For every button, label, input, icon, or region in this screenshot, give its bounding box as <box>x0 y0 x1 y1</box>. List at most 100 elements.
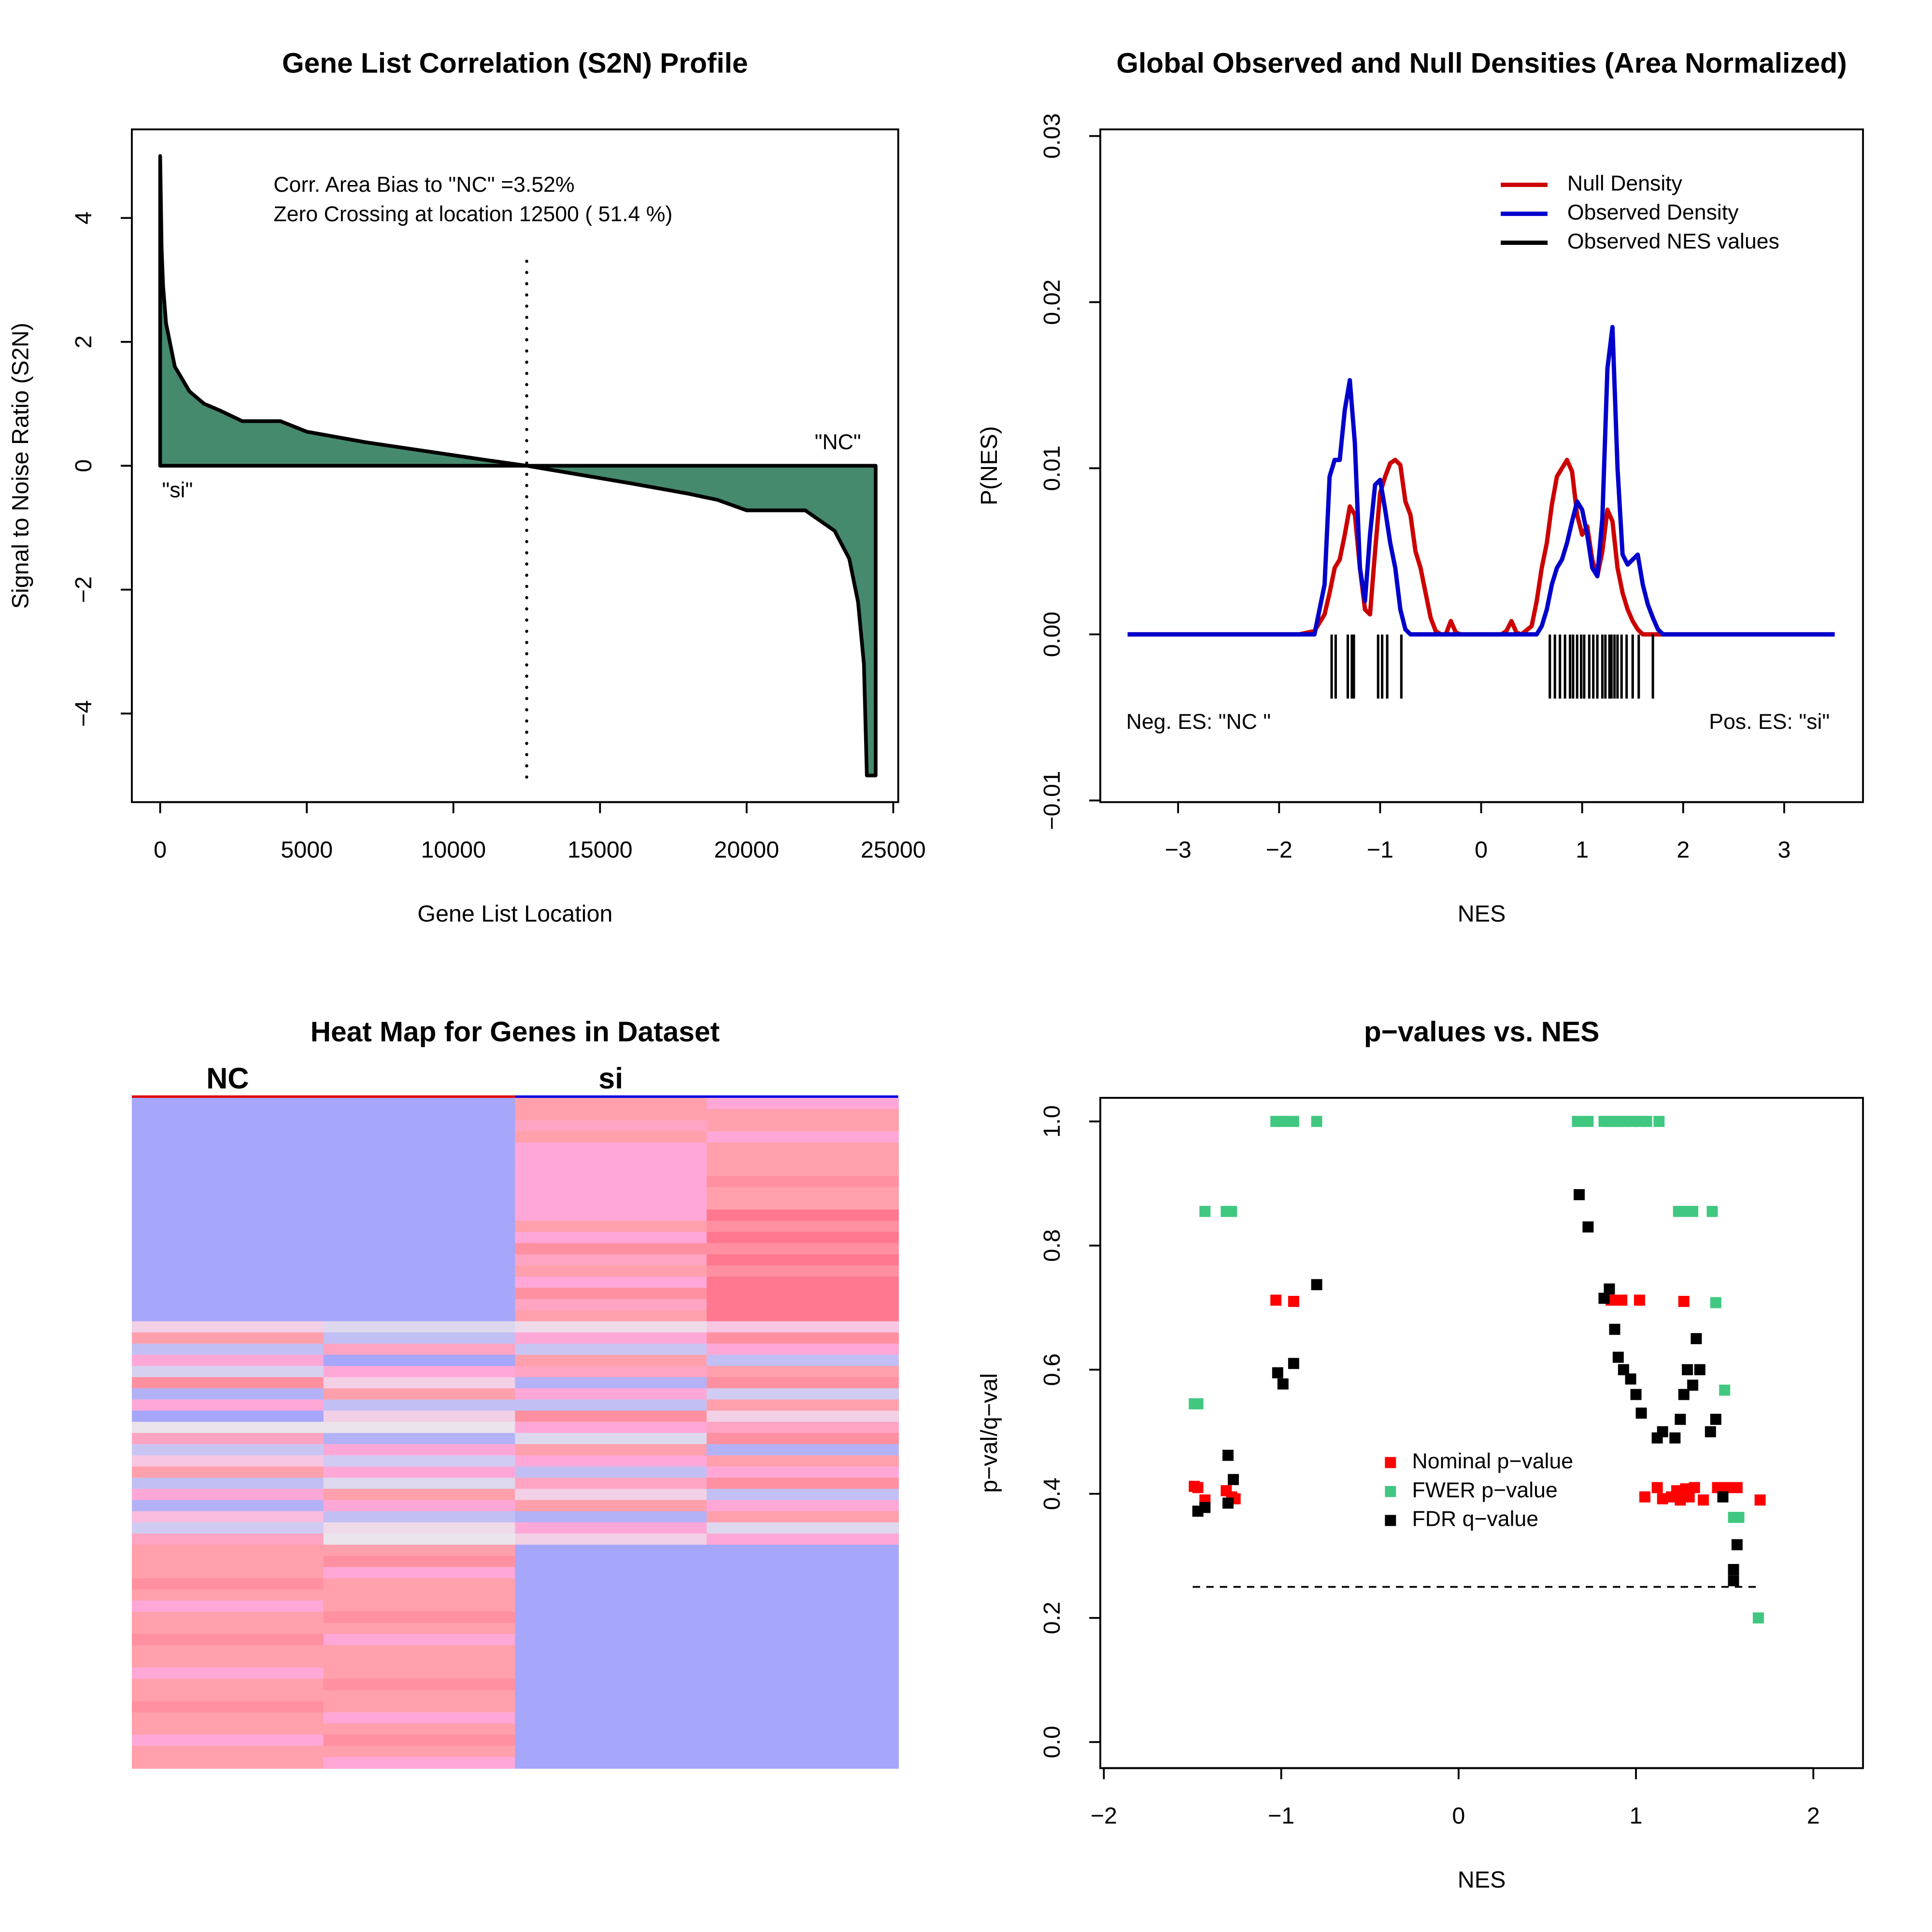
x-tick-label: 0 <box>1475 837 1488 863</box>
heatmap-cell <box>323 1153 516 1166</box>
heatmap-cell <box>323 1567 516 1579</box>
heatmap-cell <box>515 1310 708 1322</box>
point <box>1710 1414 1721 1425</box>
heatmap-cell <box>515 1667 708 1679</box>
heatmap-cell <box>131 1310 324 1322</box>
heatmap-cell <box>131 1176 324 1188</box>
heatmap-cell <box>323 1131 516 1143</box>
heatmap-cell <box>515 1277 708 1289</box>
x-tick-label: −2 <box>1091 1803 1117 1829</box>
point <box>1706 1206 1718 1217</box>
heatmap-cell <box>515 1187 708 1199</box>
heatmap-cell <box>323 1109 516 1121</box>
point <box>1639 1491 1650 1503</box>
heatmap-cell <box>515 1176 708 1188</box>
heatmap-cell <box>131 1153 324 1166</box>
heatmap-cell <box>515 1198 708 1210</box>
y-tick-label: 0.01 <box>1039 445 1065 491</box>
heatmap-cell <box>515 1500 708 1512</box>
heatmap-cell <box>707 1757 899 1769</box>
heatmap-cell <box>707 1410 899 1422</box>
heatmap-cell <box>515 1433 708 1445</box>
heatmap-cell <box>707 1277 899 1289</box>
heatmap-cell <box>515 1545 708 1557</box>
heatmap-cell <box>515 1109 708 1121</box>
point <box>1705 1426 1716 1437</box>
heatmap-cell <box>323 1477 516 1490</box>
heatmap-cell <box>131 1288 324 1300</box>
heatmap-cell <box>707 1232 899 1244</box>
heatmap-cell <box>131 1120 324 1132</box>
point <box>1641 1116 1652 1127</box>
y-axis-label: P(NES) <box>976 426 1002 505</box>
point <box>1311 1116 1322 1127</box>
heatmap-cell <box>707 1354 899 1367</box>
x-tick-label: 0 <box>154 837 167 863</box>
annotation: Corr. Area Bias to "NC" =3.52% <box>273 173 574 197</box>
point <box>1222 1497 1234 1509</box>
heatmap-cell <box>323 1667 516 1679</box>
heatmap-cell <box>707 1343 899 1356</box>
point <box>1222 1449 1234 1461</box>
heatmap-cell <box>515 1466 708 1478</box>
heatmap-cell <box>323 1410 516 1422</box>
heatmap-cell <box>323 1209 516 1222</box>
heatmap-cell <box>707 1712 899 1724</box>
point <box>1687 1379 1699 1391</box>
heatmap-cell <box>131 1232 324 1244</box>
point <box>1618 1364 1629 1376</box>
heatmap-cell <box>131 1734 324 1747</box>
y-tick-label: 0.6 <box>1039 1353 1065 1386</box>
point <box>1731 1539 1743 1550</box>
heatmap-cell <box>515 1522 708 1534</box>
heatmap-cell <box>323 1176 516 1188</box>
x-tick-label: 2 <box>1676 837 1690 863</box>
heatmap-cell <box>323 1757 516 1769</box>
heatmap-cell <box>707 1746 899 1758</box>
heatmap-cell <box>707 1120 899 1132</box>
heatmap-cell <box>515 1243 708 1255</box>
point <box>1687 1206 1699 1217</box>
heatmap-cell <box>131 1265 324 1278</box>
heatmap-cell <box>515 1097 708 1110</box>
heatmap-cell <box>323 1623 516 1635</box>
heatmap-cell <box>515 1489 708 1501</box>
heatmap-cell <box>131 1343 324 1356</box>
heatmap-cell <box>707 1589 899 1602</box>
point <box>1288 1358 1299 1369</box>
heatmap-cell <box>131 1410 324 1422</box>
heatmap-cell <box>323 1489 516 1501</box>
legend-label: Observed Density <box>1567 200 1739 224</box>
point <box>1272 1367 1283 1378</box>
x-tick-label: 2 <box>1807 1803 1820 1829</box>
heatmap-cell <box>131 1444 324 1456</box>
heatmap-cell <box>707 1299 899 1311</box>
heatmap-cell <box>131 1567 324 1579</box>
heatmap-cell <box>323 1299 516 1311</box>
heatmap-cell <box>131 1489 324 1501</box>
point <box>1311 1279 1322 1291</box>
heatmap-cell <box>323 1221 516 1233</box>
heatmap-cell <box>131 1690 324 1702</box>
heatmap-cell <box>707 1667 899 1679</box>
heatmap-cell <box>707 1534 899 1546</box>
heatmap-cell <box>323 1232 516 1244</box>
heatmap-cell <box>707 1545 899 1557</box>
heatmap-cell <box>707 1567 899 1579</box>
heatmap-cell <box>515 1701 708 1713</box>
heatmap-cell <box>131 1254 324 1266</box>
heatmap-cell <box>131 1712 324 1724</box>
heatmap-cell <box>131 1623 324 1635</box>
heatmap-cell <box>515 1232 708 1244</box>
legend-swatch <box>1385 1457 1396 1468</box>
heatmap-cell <box>515 1299 708 1311</box>
point <box>1712 1482 1723 1493</box>
heatmap-cell <box>515 1678 708 1691</box>
y-tick-label: 0.8 <box>1039 1229 1065 1262</box>
x-tick-label: −2 <box>1266 837 1293 863</box>
heatmap-cell <box>131 1589 324 1602</box>
y-tick-label: 0.0 <box>1039 1726 1065 1758</box>
heatmap-cell <box>707 1734 899 1747</box>
heatmap-cell <box>131 1109 324 1121</box>
x-tick-label: 1 <box>1630 1803 1643 1829</box>
